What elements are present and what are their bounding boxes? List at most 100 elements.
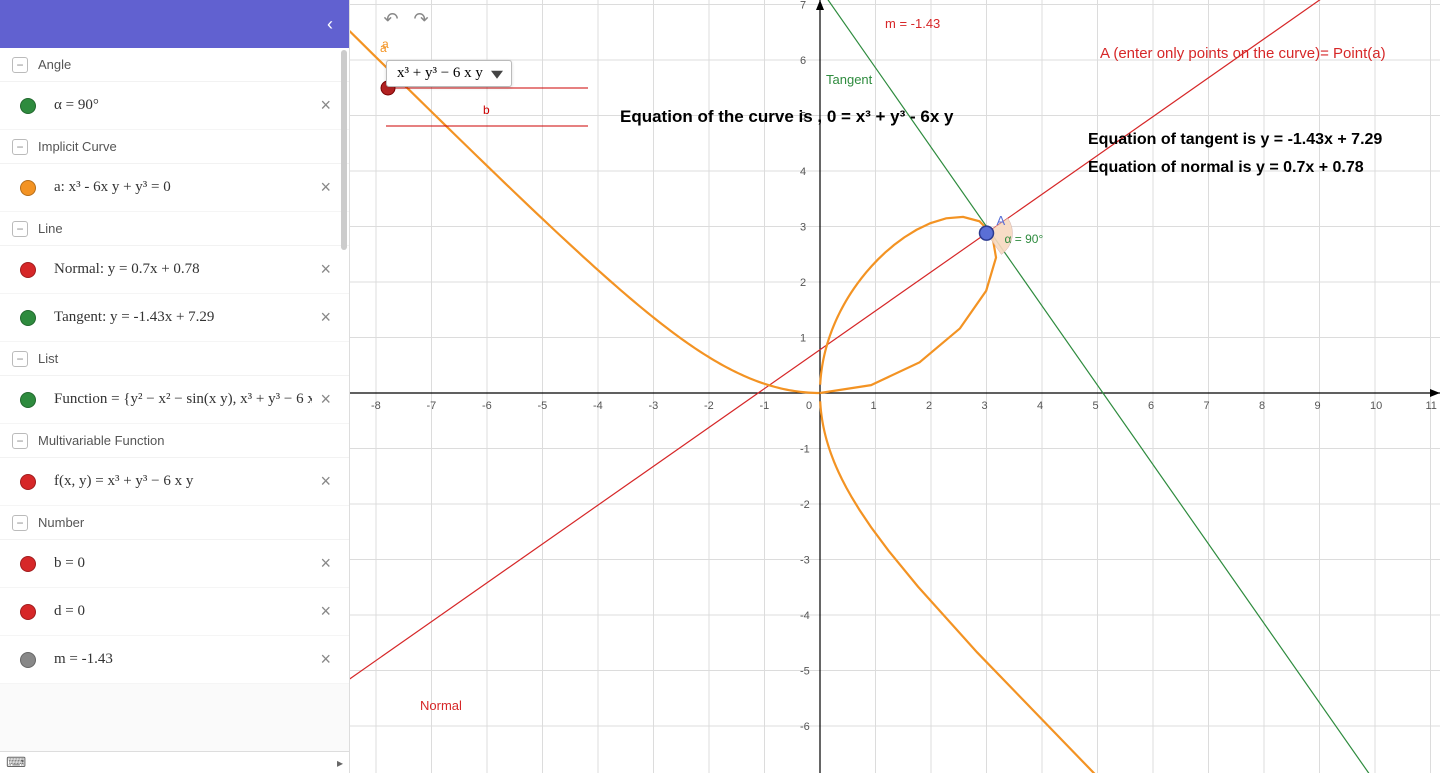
algebra-item-label: m = -1.43 bbox=[54, 651, 312, 668]
visibility-toggle[interactable] bbox=[20, 262, 36, 278]
delete-item-icon[interactable]: × bbox=[312, 307, 339, 328]
delete-item-icon[interactable]: × bbox=[312, 259, 339, 280]
svg-text:1: 1 bbox=[871, 400, 877, 412]
svg-text:4: 4 bbox=[800, 166, 806, 178]
svg-text:-5: -5 bbox=[800, 666, 810, 678]
collapse-category-icon[interactable]: − bbox=[12, 351, 28, 367]
algebra-item-label: f(x, y) = x³ + y³ − 6 x y bbox=[54, 473, 312, 490]
algebra-item-label: α = 90° bbox=[54, 97, 312, 114]
visibility-toggle[interactable] bbox=[20, 180, 36, 196]
svg-text:-2: -2 bbox=[800, 499, 810, 511]
algebra-item[interactable]: m = -1.43× bbox=[0, 636, 349, 684]
delete-item-icon[interactable]: × bbox=[312, 649, 339, 670]
svg-text:2: 2 bbox=[926, 400, 932, 412]
collapse-category-icon[interactable]: − bbox=[12, 221, 28, 237]
undo-icon[interactable]: ↶ bbox=[378, 6, 404, 32]
category-header[interactable]: −Line bbox=[0, 212, 349, 246]
svg-text:-6: -6 bbox=[800, 721, 810, 733]
algebra-list[interactable]: −Angleα = 90°×−Implicit Curvea: x³ - 6x … bbox=[0, 48, 349, 751]
delete-item-icon[interactable]: × bbox=[312, 95, 339, 116]
svg-text:-5: -5 bbox=[538, 400, 548, 412]
algebra-item-label: Function = {y² − x² − sin(x y), x³ + y³ … bbox=[54, 391, 312, 408]
svg-text:a: a bbox=[382, 37, 389, 51]
expand-arrow-icon[interactable]: ▸ bbox=[337, 756, 343, 770]
svg-text:A (enter only points on the c: A (enter only points on the curve)= Poin… bbox=[1100, 45, 1386, 62]
category-label: Number bbox=[38, 515, 84, 530]
delete-item-icon[interactable]: × bbox=[312, 601, 339, 622]
algebra-item[interactable]: Normal: y = 0.7x + 0.78× bbox=[0, 246, 349, 294]
collapse-category-icon[interactable]: − bbox=[12, 515, 28, 531]
collapse-category-icon[interactable]: − bbox=[12, 57, 28, 73]
collapse-category-icon[interactable]: − bbox=[12, 433, 28, 449]
sidebar-footer: ⌨ ▸ bbox=[0, 751, 349, 773]
visibility-toggle[interactable] bbox=[20, 98, 36, 114]
svg-text:A: A bbox=[997, 213, 1006, 228]
collapse-sidebar-icon[interactable]: ‹ bbox=[327, 14, 333, 35]
svg-text:-4: -4 bbox=[593, 400, 603, 412]
function-dropdown-label: x³ + y³ − 6 x y bbox=[397, 65, 483, 82]
visibility-toggle[interactable] bbox=[20, 556, 36, 572]
visibility-toggle[interactable] bbox=[20, 474, 36, 490]
category-label: Angle bbox=[38, 57, 71, 72]
svg-text:Normal: Normal bbox=[420, 698, 462, 713]
visibility-toggle[interactable] bbox=[20, 310, 36, 326]
svg-text:7: 7 bbox=[800, 0, 806, 12]
graphics-view[interactable]: -8-7-6-5-4-3-2-101234567891011-6-5-4-3-2… bbox=[350, 0, 1440, 773]
plot-svg: -8-7-6-5-4-3-2-101234567891011-6-5-4-3-2… bbox=[350, 0, 1440, 773]
algebra-item[interactable]: b = 0× bbox=[0, 540, 349, 588]
algebra-item[interactable]: Function = {y² − x² − sin(x y), x³ + y³ … bbox=[0, 376, 349, 424]
svg-text:3: 3 bbox=[800, 222, 806, 234]
svg-text:6: 6 bbox=[1148, 400, 1154, 412]
keyboard-icon[interactable]: ⌨ bbox=[6, 754, 26, 771]
category-label: Line bbox=[38, 221, 63, 236]
algebra-item-label: Tangent: y = -1.43x + 7.29 bbox=[54, 309, 312, 326]
algebra-item-label: a: x³ - 6x y + y³ = 0 bbox=[54, 179, 312, 196]
svg-text:m = -1.43: m = -1.43 bbox=[885, 16, 940, 31]
visibility-toggle[interactable] bbox=[20, 392, 36, 408]
svg-text:-7: -7 bbox=[427, 400, 437, 412]
category-header[interactable]: −Number bbox=[0, 506, 349, 540]
category-header[interactable]: −Multivariable Function bbox=[0, 424, 349, 458]
collapse-category-icon[interactable]: − bbox=[12, 139, 28, 155]
category-label: Implicit Curve bbox=[38, 139, 117, 154]
svg-text:-4: -4 bbox=[800, 610, 810, 622]
function-dropdown[interactable]: x³ + y³ − 6 x y bbox=[386, 60, 512, 87]
category-header[interactable]: −List bbox=[0, 342, 349, 376]
svg-text:-1: -1 bbox=[800, 444, 810, 456]
svg-text:Equation of normal is y = 0.7x: Equation of normal is y = 0.7x + 0.78 bbox=[1088, 159, 1364, 176]
svg-text:10: 10 bbox=[1370, 400, 1382, 412]
svg-text:7: 7 bbox=[1204, 400, 1210, 412]
algebra-item[interactable]: a: x³ - 6x y + y³ = 0× bbox=[0, 164, 349, 212]
svg-text:3: 3 bbox=[982, 400, 988, 412]
svg-text:Equation of tangent is y = -1.: Equation of tangent is y = -1.43x + 7.29 bbox=[1088, 131, 1382, 148]
svg-text:-3: -3 bbox=[649, 400, 659, 412]
delete-item-icon[interactable]: × bbox=[312, 389, 339, 410]
svg-text:b: b bbox=[483, 103, 490, 117]
svg-text:5: 5 bbox=[1093, 400, 1099, 412]
visibility-toggle[interactable] bbox=[20, 604, 36, 620]
svg-text:Tangent: Tangent bbox=[826, 72, 873, 87]
algebra-item[interactable]: Tangent: y = -1.43x + 7.29× bbox=[0, 294, 349, 342]
svg-text:11: 11 bbox=[1426, 400, 1437, 412]
delete-item-icon[interactable]: × bbox=[312, 177, 339, 198]
algebra-item[interactable]: d = 0× bbox=[0, 588, 349, 636]
svg-text:Equation of the curve is , 0 =: Equation of the curve is , 0 = x³ + y³ -… bbox=[620, 107, 954, 126]
category-header[interactable]: −Angle bbox=[0, 48, 349, 82]
delete-item-icon[interactable]: × bbox=[312, 553, 339, 574]
svg-text:9: 9 bbox=[1315, 400, 1321, 412]
algebra-item-label: b = 0 bbox=[54, 555, 312, 572]
algebra-item[interactable]: f(x, y) = x³ + y³ − 6 x y× bbox=[0, 458, 349, 506]
implicit-curve bbox=[820, 217, 996, 393]
algebra-item[interactable]: α = 90°× bbox=[0, 82, 349, 130]
visibility-toggle[interactable] bbox=[20, 652, 36, 668]
svg-text:4: 4 bbox=[1037, 400, 1043, 412]
svg-text:α = 90°: α = 90° bbox=[1005, 232, 1044, 246]
svg-text:-1: -1 bbox=[760, 400, 770, 412]
redo-icon[interactable]: ↷ bbox=[408, 6, 434, 32]
svg-text:-3: -3 bbox=[800, 555, 810, 567]
scrollbar-thumb[interactable] bbox=[341, 50, 347, 250]
svg-text:-6: -6 bbox=[482, 400, 492, 412]
category-header[interactable]: −Implicit Curve bbox=[0, 130, 349, 164]
svg-text:2: 2 bbox=[800, 277, 806, 289]
delete-item-icon[interactable]: × bbox=[312, 471, 339, 492]
